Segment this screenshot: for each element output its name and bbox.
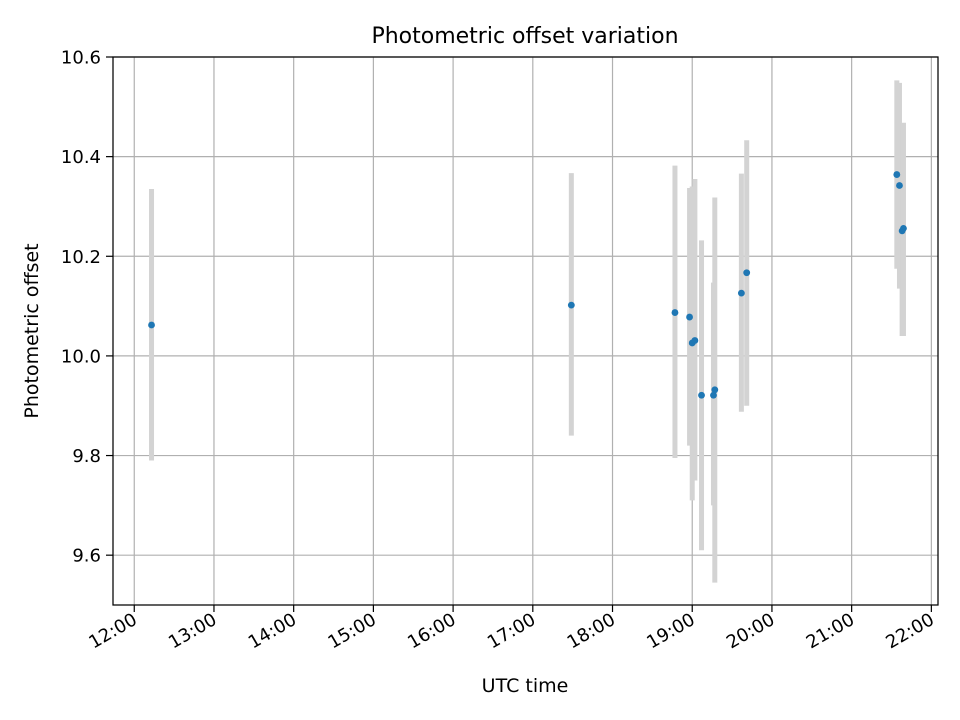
data-point <box>737 289 745 297</box>
data-point <box>698 391 705 399</box>
y-tick-label: 9.8 <box>72 446 101 467</box>
data-point <box>710 391 717 399</box>
chart-title: Photometric offset variation <box>371 24 678 49</box>
data-point <box>691 337 699 344</box>
data-point <box>896 182 903 189</box>
y-tick-label: 10.0 <box>61 346 101 367</box>
x-axis-label: UTC time <box>482 675 569 697</box>
y-axis-label: Photometric offset <box>21 243 43 418</box>
y-tick-label: 9.6 <box>72 546 101 567</box>
data-point <box>711 386 719 394</box>
plot-area-frame <box>112 56 939 606</box>
data-points <box>148 171 907 399</box>
y-tick-label: 10.6 <box>61 48 101 69</box>
data-point <box>743 269 751 277</box>
data-point <box>148 321 155 329</box>
data-point <box>900 224 907 232</box>
data-point <box>567 301 575 309</box>
data-point <box>686 313 693 321</box>
y-tick-label: 10.2 <box>61 247 101 268</box>
data-point <box>893 171 901 178</box>
data-point <box>671 309 679 316</box>
y-tick-label: 10.4 <box>61 147 101 168</box>
